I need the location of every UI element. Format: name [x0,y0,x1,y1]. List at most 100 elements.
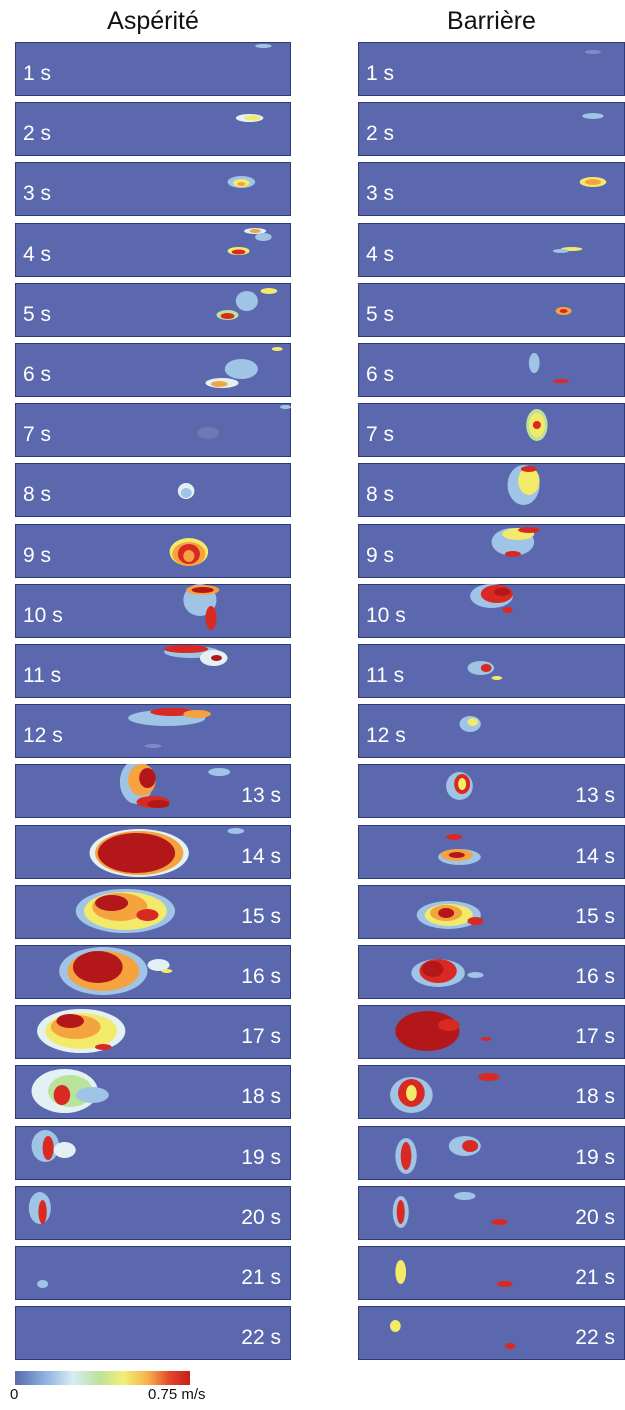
slip-rate-field [216,287,278,320]
time-label: 10 s [366,603,406,627]
slip-blob [584,179,601,186]
time-label: 19 s [575,1145,615,1169]
slip-rate-field [584,50,601,54]
slip-blob [504,550,521,557]
slip-blob [395,1260,407,1284]
slip-rate-field [390,1073,500,1114]
slip-blob [197,427,220,440]
time-label: 14 s [241,844,281,868]
slip-blob [491,676,503,680]
slip-rate-field [31,1129,76,1162]
slip-blob [552,379,569,383]
snapshot-panel: 17 s [15,1005,291,1060]
slip-rate-field [177,483,195,500]
slip-blob [220,312,235,319]
slip-rate-field [390,1320,516,1350]
snapshot-panel: 7 s [358,403,625,458]
slip-blob [422,961,444,977]
slip-rate-field [119,764,231,809]
slip-blob [520,466,537,473]
slip-blob [438,1019,460,1032]
slip-rate-field [582,113,604,120]
snapshot-panel: 22 s [358,1306,625,1361]
snapshot-panel: 8 s [358,463,625,518]
snapshot-panel: 17 s [358,1005,625,1060]
time-label: 18 s [575,1085,615,1109]
slip-rate-field [467,661,503,680]
snapshot-panel: 12 s [358,704,625,759]
slip-blob [582,113,604,120]
snapshot-panel: 3 s [358,162,625,217]
time-label: 2 s [366,122,395,146]
time-label: 3 s [23,182,52,206]
time-label: 7 s [23,423,52,447]
slip-rate-field [411,959,484,987]
slip-rate-field [507,465,540,506]
snapshot-panel: 11 s [15,644,291,698]
slip-blob [467,718,479,727]
slip-rate-field [37,1280,49,1288]
time-label: 14 s [575,844,615,868]
snapshot-panel: 16 s [358,945,625,999]
slip-blob [478,1073,500,1082]
slip-blob [584,50,601,54]
slip-rate-field [31,1069,109,1114]
column-title-barriere: Barrière [447,7,536,35]
time-label: 21 s [575,1266,615,1289]
slip-blob [161,969,173,973]
snapshot-panel: 9 s [358,523,625,578]
time-label: 15 s [575,904,615,928]
time-label: 6 s [23,363,52,386]
time-label: 17 s [241,1025,281,1049]
slip-blob [260,287,278,294]
time-label: 5 s [366,302,395,326]
slip-blob [255,232,272,241]
snapshot-panel: 14 s [358,824,625,879]
slip-rate-field [128,708,211,749]
slip-blob [438,907,455,918]
slip-blob [467,916,484,925]
slip-rate-field [526,409,548,442]
time-label: 22 s [241,1326,281,1350]
slip-blob [249,228,261,233]
slip-rate-field [438,833,481,865]
time-label: 9 s [23,543,52,567]
slip-blob [406,1085,417,1102]
slip-blob [235,290,258,311]
slip-blob [271,347,283,351]
snapshot-panel: 13 s [358,764,625,819]
slip-rate-field [75,888,176,933]
snapshot-panel: 12 s [15,704,291,759]
time-label: 19 s [241,1145,281,1169]
time-label: 17 s [575,1025,615,1049]
slip-blob [504,1343,516,1350]
slip-blob [227,827,245,834]
slip-rate-field [395,1011,492,1052]
time-label: 20 s [241,1205,281,1229]
snapshot-panel: 22 s [15,1306,291,1361]
time-label: 12 s [366,724,406,748]
slip-blob [552,248,569,253]
slip-blob [448,851,465,858]
slip-rate-field [459,716,481,733]
slip-blob [95,1044,112,1051]
slip-blob [454,1191,476,1200]
time-label: 12 s [23,724,63,748]
snapshot-panel: 16 s [15,945,291,999]
time-label: 10 s [23,603,63,627]
slip-blob [56,1014,84,1029]
time-label: 3 s [366,182,395,206]
slip-rate-field [491,526,540,557]
slip-rate-field [470,583,513,613]
slip-blob [183,549,195,562]
slip-blob [390,1320,401,1333]
snapshot-panel: 9 s [15,523,291,578]
time-label: 13 s [575,784,615,808]
colorbar-max-label: 0.75 m/s [148,1386,206,1403]
snapshot-panel: 21 s [358,1246,625,1300]
time-label: 11 s [23,664,62,687]
slip-blob [208,768,231,777]
slip-blob [53,1085,71,1106]
slip-rate-field [205,347,283,388]
snapshot-panel: 19 s [15,1125,291,1180]
